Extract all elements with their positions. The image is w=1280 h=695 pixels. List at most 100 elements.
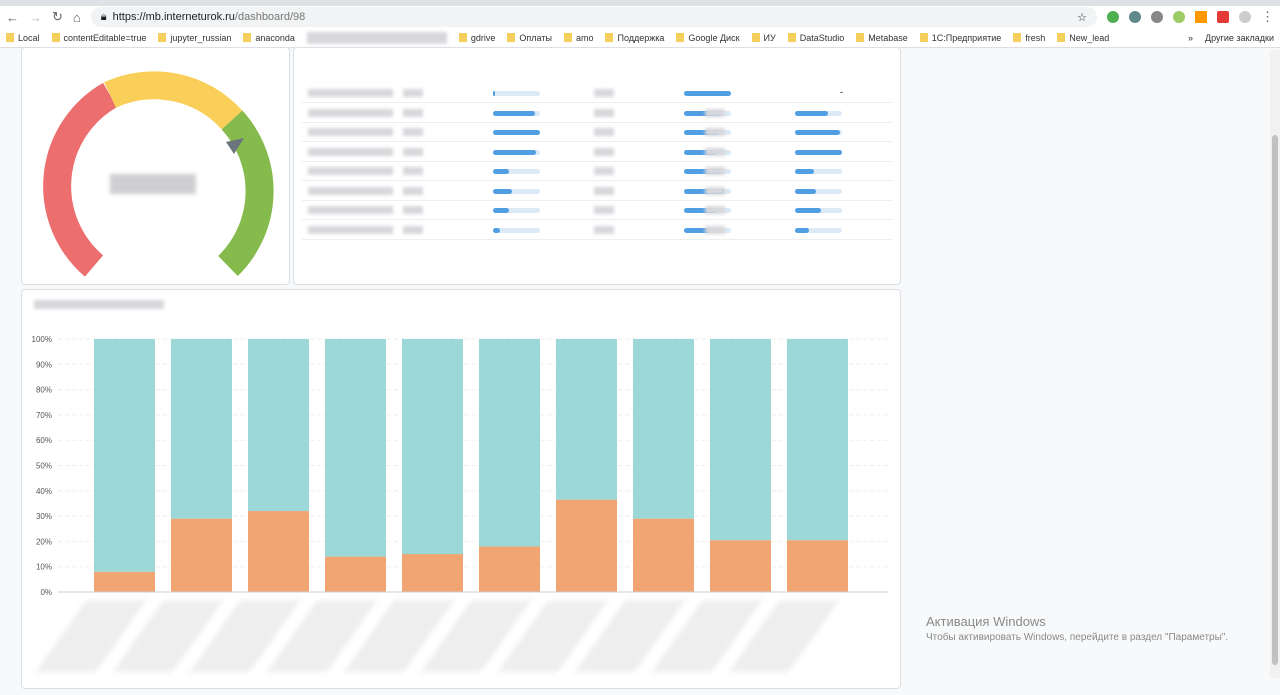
progress-fill bbox=[795, 130, 840, 135]
vlc-icon[interactable] bbox=[1195, 11, 1207, 23]
bar-segment-a bbox=[479, 546, 540, 592]
progress-fill bbox=[493, 227, 501, 233]
bookmark-blurred[interactable] bbox=[306, 31, 447, 44]
bookmark-item[interactable]: gdrive bbox=[458, 33, 495, 43]
x-tick-label-blurred bbox=[497, 600, 609, 672]
progress-fill bbox=[493, 110, 536, 116]
bookmark-icon bbox=[243, 33, 252, 42]
gauge-pointer bbox=[226, 138, 244, 154]
bookmark-label: contentEditable=true bbox=[63, 32, 147, 43]
bookmark-item[interactable]: amo bbox=[563, 33, 593, 43]
bookmark-item[interactable]: fresh bbox=[1013, 33, 1045, 43]
windows-activation: Активация Windows Чтобы активировать Win… bbox=[926, 614, 1228, 643]
progress-bar bbox=[493, 110, 540, 116]
cell-value-blurred bbox=[403, 186, 423, 195]
bookmark-item[interactable]: ИУ bbox=[751, 33, 776, 43]
bar-segment-a bbox=[402, 554, 463, 592]
cell-value-blurred bbox=[705, 225, 725, 234]
bookmark-item[interactable]: anaconda bbox=[243, 33, 295, 43]
bar-segment-b bbox=[479, 339, 540, 547]
cell-value-blurred bbox=[705, 206, 725, 214]
x-tick-label-blurred bbox=[343, 600, 455, 672]
scrollbar-thumb[interactable] bbox=[1272, 135, 1278, 665]
progress-fill bbox=[684, 110, 722, 116]
bookmark-item[interactable]: jupyter_russian bbox=[158, 33, 231, 43]
x-tick-label-blurred bbox=[189, 600, 301, 672]
bookmark-item[interactable]: Local bbox=[6, 33, 40, 43]
reload-icon[interactable]: ↻ bbox=[52, 9, 63, 24]
progress-bar bbox=[795, 188, 842, 194]
y-tick-label: 50% bbox=[36, 462, 52, 471]
bookmark-item[interactable]: Поддержка bbox=[605, 33, 664, 43]
bookmark-item[interactable]: contentEditable=true bbox=[51, 32, 147, 43]
y-tick-label: 80% bbox=[36, 386, 52, 395]
camera-icon[interactable] bbox=[1151, 11, 1163, 23]
bookmark-icon bbox=[507, 33, 516, 42]
bookmarks-bar: Local contentEditable=true jupyter_russian… bbox=[0, 28, 1280, 48]
bookmark-item[interactable]: 1С:Предприятие bbox=[919, 33, 1001, 43]
cell-value-blurred bbox=[594, 108, 614, 117]
address-bar[interactable]: 🔒︎ https://mb.interneturok.ru/dashboard/… bbox=[90, 7, 1097, 27]
bookmark-icon bbox=[158, 33, 167, 42]
star-icon[interactable]: ☆ bbox=[1077, 11, 1087, 24]
bar-segment-a bbox=[556, 499, 617, 592]
bookmark-icon bbox=[605, 33, 614, 42]
gauge-chart bbox=[43, 71, 274, 277]
menu-icon[interactable]: ⋮ bbox=[1261, 9, 1274, 24]
bar-segment-b bbox=[402, 339, 463, 555]
bookmark-item[interactable]: Оплаты bbox=[507, 33, 552, 43]
bookmark-icon bbox=[856, 33, 865, 42]
x-tick-label-blurred bbox=[35, 600, 147, 672]
table-row[interactable] bbox=[302, 201, 892, 220]
progress-fill bbox=[684, 188, 724, 194]
extension-icon[interactable] bbox=[1217, 11, 1229, 23]
bar-segment-a bbox=[248, 511, 309, 592]
home-icon[interactable]: ⌂ bbox=[72, 9, 81, 25]
bookmark-label: jupyter_russian bbox=[170, 32, 232, 43]
extension-icon[interactable] bbox=[1107, 11, 1119, 23]
table-row[interactable] bbox=[302, 104, 892, 123]
bookmark-icon bbox=[563, 33, 572, 42]
back-icon[interactable]: ← bbox=[6, 9, 19, 25]
bookmark-item[interactable]: New_lead bbox=[1057, 33, 1109, 43]
stacked-bar-card: 0% 10% 20% 30% 40% 50% 60% 70% 80% 90% 100% bbox=[21, 289, 901, 689]
table-row[interactable] bbox=[302, 123, 892, 142]
table-row[interactable] bbox=[302, 221, 892, 240]
extensions: ⋮ bbox=[1107, 9, 1274, 25]
bookmark-label: DataStudio bbox=[799, 32, 845, 43]
bookmark-icon bbox=[1013, 33, 1022, 42]
extension-icon[interactable] bbox=[1129, 11, 1141, 23]
bookmark-icon bbox=[6, 33, 14, 42]
progress-fill bbox=[795, 169, 814, 174]
bookmark-icon bbox=[51, 33, 60, 42]
bookmark-icon bbox=[919, 33, 928, 42]
bookmark-icon bbox=[751, 33, 760, 42]
bookmark-label: fresh bbox=[1025, 32, 1046, 43]
table-row[interactable]: - bbox=[302, 84, 892, 103]
progress-fill bbox=[795, 188, 817, 194]
extension-icon[interactable] bbox=[1173, 11, 1185, 23]
progress-fill bbox=[493, 208, 510, 213]
cell-value-blurred bbox=[594, 128, 614, 136]
forward-icon[interactable]: → bbox=[29, 9, 42, 25]
bookmarks-more[interactable]: » bbox=[1188, 32, 1194, 43]
profile-avatar[interactable] bbox=[1239, 11, 1251, 23]
bookmark-item[interactable]: DataStudio bbox=[787, 32, 845, 43]
progress-fill bbox=[684, 149, 717, 155]
progress-fill bbox=[795, 208, 821, 213]
bookmark-item[interactable]: Google Диск bbox=[676, 33, 740, 43]
bookmark-label: New_lead bbox=[1069, 32, 1110, 43]
scrollbar[interactable] bbox=[1270, 50, 1280, 678]
gauge-card bbox=[21, 47, 290, 285]
table-row[interactable] bbox=[302, 182, 892, 201]
other-bookmarks[interactable]: Другие закладки bbox=[1205, 32, 1274, 43]
bar-segment-b bbox=[710, 339, 771, 541]
y-tick-label: 40% bbox=[36, 487, 52, 496]
table-row[interactable] bbox=[302, 162, 892, 181]
cell-value-blurred bbox=[403, 89, 423, 97]
table-row[interactable] bbox=[302, 143, 892, 162]
cell-value-blurred bbox=[403, 225, 423, 234]
progress-fill bbox=[684, 130, 720, 135]
bookmark-item[interactable]: Metabase bbox=[856, 33, 908, 43]
progress-fill bbox=[684, 169, 722, 174]
